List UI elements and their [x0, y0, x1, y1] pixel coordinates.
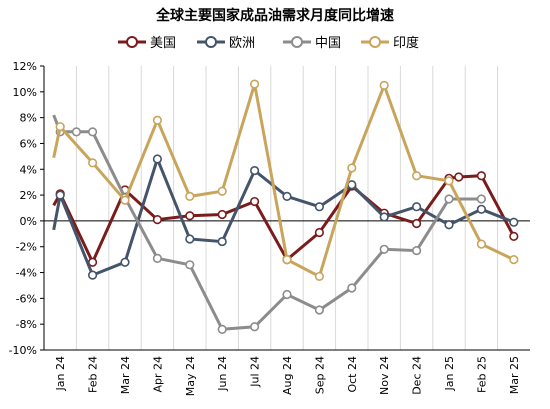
y-tick-label: 12% — [13, 60, 37, 73]
data-point — [120, 195, 130, 205]
data-point — [379, 212, 389, 222]
data-point — [55, 190, 65, 200]
x-tick-label: Oct 24 — [346, 356, 359, 393]
data-point — [509, 231, 519, 241]
series-line-2 — [52, 154, 515, 278]
data-point — [454, 172, 464, 182]
x-tick-label: Feb 25 — [475, 356, 488, 393]
data-point — [347, 283, 357, 293]
x-tick-label: Sep 24 — [313, 356, 326, 394]
data-point — [476, 194, 487, 204]
y-tick-label: 8% — [20, 112, 37, 125]
y-tick-label: -2% — [16, 241, 37, 254]
data-point — [444, 176, 454, 186]
data-point — [379, 244, 389, 254]
y-tick-label: 0% — [20, 215, 37, 228]
y-tick-label: -6% — [16, 292, 37, 305]
y-tick-label: 4% — [20, 163, 37, 176]
data-point — [314, 227, 325, 238]
legend: 美国 欧洲 中国 印度 — [118, 35, 419, 51]
legend-marker-1 — [126, 36, 138, 48]
y-axis: 12% 10% 8% 6% 4% 2% 0% -2% -4% -6% -8% -10% — [9, 60, 45, 357]
y-tick-label: 6% — [20, 137, 37, 150]
legend-marker-4 — [369, 36, 381, 48]
data-point — [412, 202, 422, 212]
data-point — [282, 255, 292, 265]
data-point — [152, 115, 162, 125]
data-point — [152, 215, 162, 225]
data-point — [185, 211, 195, 221]
data-point — [314, 271, 325, 282]
series-line-4 — [52, 81, 515, 279]
data-point — [55, 122, 65, 132]
data-point — [71, 127, 81, 137]
x-tick-label: Aug 24 — [281, 356, 294, 395]
x-tick-label: Mar 25 — [508, 356, 521, 394]
data-point — [217, 186, 227, 196]
data-point — [282, 191, 292, 201]
x-tick-label: Mar 24 — [119, 356, 132, 394]
y-tick-label: -4% — [16, 267, 37, 280]
data-point — [347, 163, 357, 173]
data-point — [87, 158, 98, 168]
data-point — [476, 204, 487, 214]
x-tick-label: Jul 24 — [249, 356, 262, 388]
data-point — [87, 127, 98, 137]
legend-marker-3 — [291, 36, 303, 48]
data-point — [120, 257, 130, 267]
series-layer — [52, 79, 519, 334]
data-point — [217, 324, 227, 334]
x-tick-label: Jun 24 — [216, 356, 229, 392]
legend-label-4: 印度 — [393, 35, 419, 51]
legend-label-3: 中国 — [315, 36, 341, 51]
legend-label-2: 欧洲 — [229, 36, 255, 51]
grid-lines — [75, 66, 499, 350]
y-tick-label: 10% — [13, 86, 37, 99]
x-tick-label: Apr 24 — [151, 356, 164, 393]
x-tick-label: May 24 — [184, 356, 197, 396]
data-point — [444, 220, 454, 230]
data-point — [314, 305, 325, 315]
y-tick-label: 2% — [20, 189, 37, 202]
data-point — [444, 194, 454, 204]
data-point — [379, 80, 389, 90]
data-point — [217, 236, 227, 247]
data-point — [412, 246, 422, 256]
data-point — [152, 253, 162, 263]
x-tick-label: Feb 24 — [87, 356, 100, 393]
chart-title: 全球主要国家成品油需求月度同比增速 — [155, 7, 394, 24]
data-point — [412, 218, 422, 229]
y-tick-label: -8% — [16, 318, 37, 331]
data-point — [412, 171, 422, 181]
series-line-3 — [52, 114, 482, 331]
data-point — [250, 79, 260, 89]
x-tick-label: Nov 24 — [378, 356, 391, 395]
data-point — [509, 217, 519, 227]
x-axis: Jan 24 Feb 24 Mar 24 Apr 24 May 24 Jun 24 Jul … — [44, 220, 530, 396]
data-point — [314, 202, 325, 212]
data-point — [250, 196, 260, 207]
data-point — [152, 154, 162, 164]
legend-marker-2 — [205, 36, 217, 48]
data-point — [217, 209, 227, 220]
x-tick-label: Dec 24 — [411, 356, 424, 395]
data-point — [282, 289, 292, 300]
data-point — [185, 191, 195, 201]
data-point — [250, 322, 260, 332]
y-tick-label: -10% — [9, 344, 37, 357]
data-point — [87, 270, 98, 280]
data-point — [509, 255, 519, 265]
x-tick-label: Jan 25 — [443, 356, 456, 391]
data-point — [476, 239, 487, 249]
legend-label-1: 美国 — [150, 36, 176, 51]
data-point — [185, 260, 195, 270]
x-tick-label: Jan 24 — [54, 356, 67, 391]
data-point — [250, 165, 260, 176]
data-point — [185, 234, 195, 244]
data-point — [476, 171, 487, 181]
